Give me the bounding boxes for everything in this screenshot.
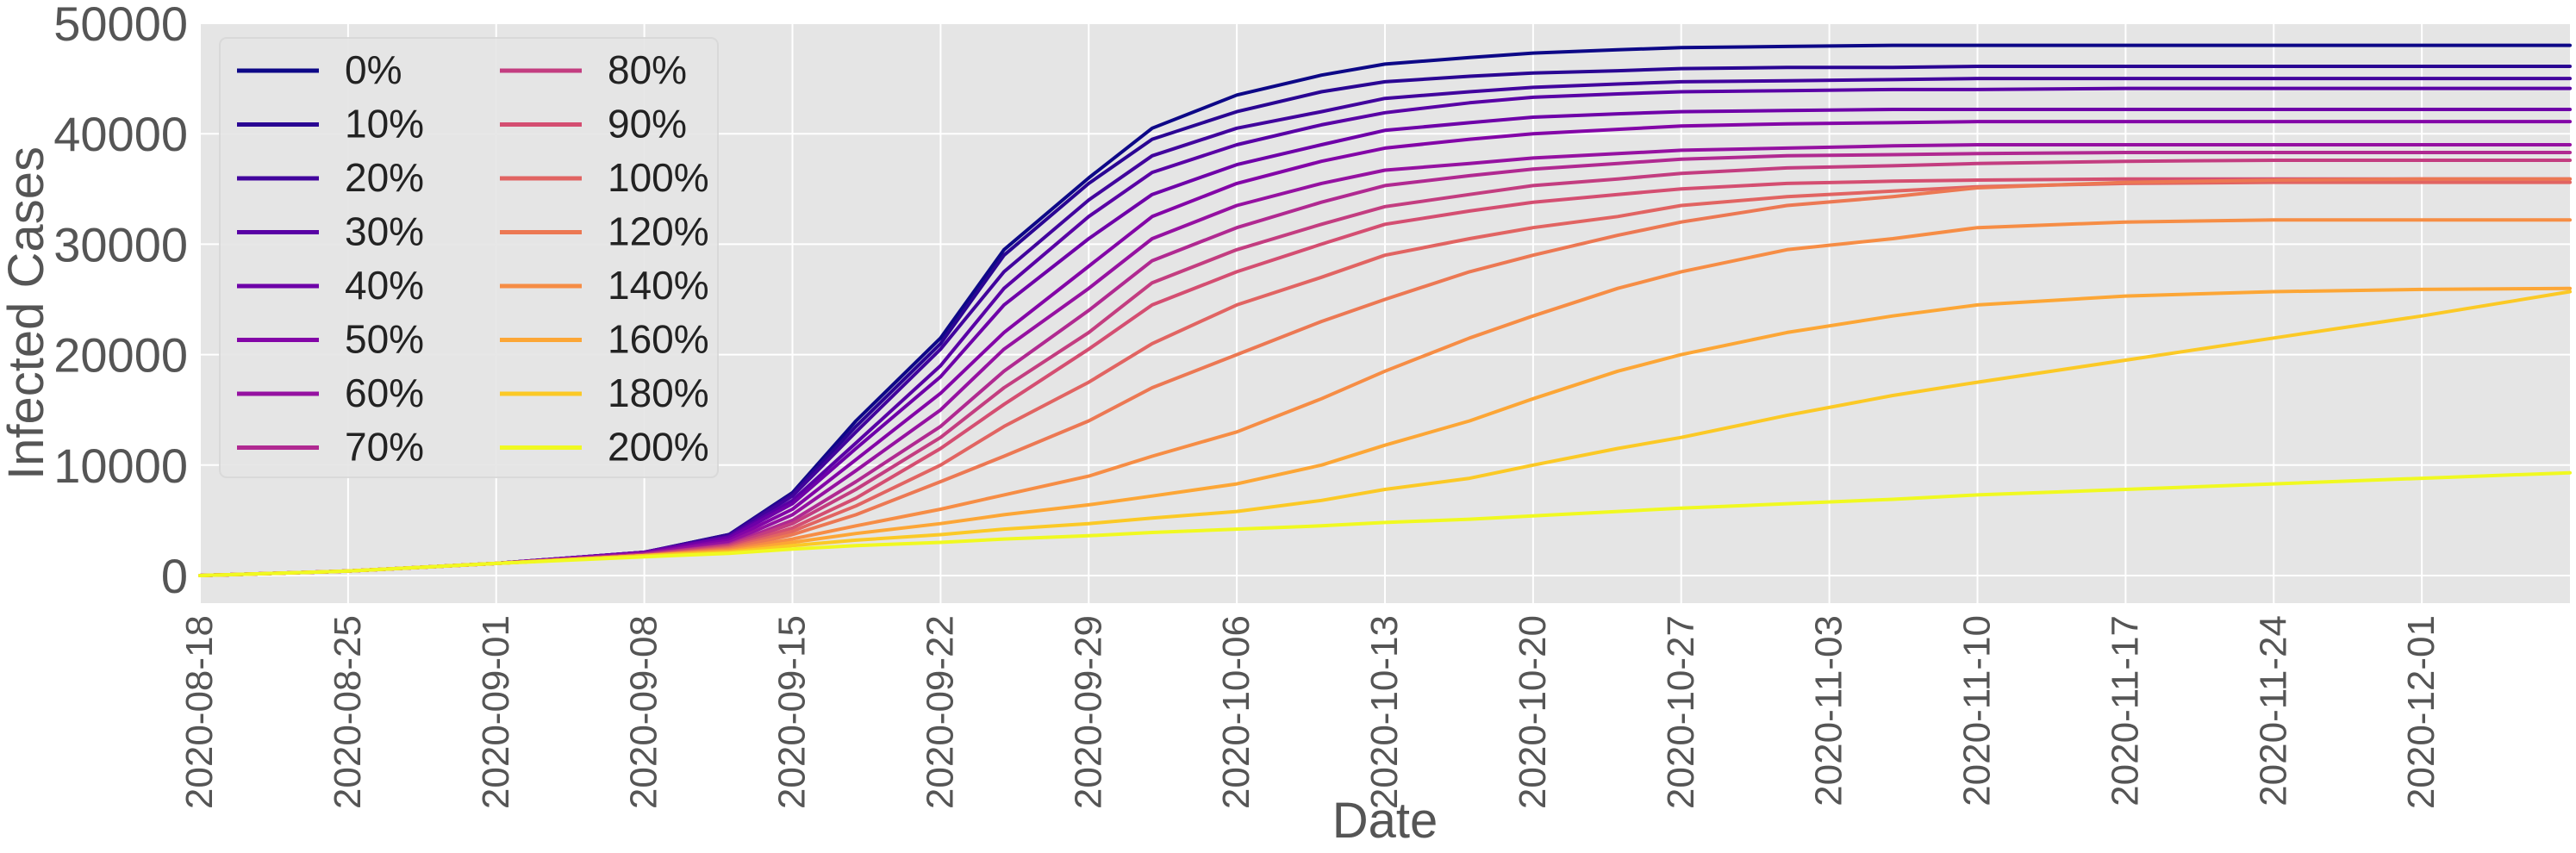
y-tick-label: 0: [161, 549, 188, 603]
x-tick-label: 2020-11-10: [1956, 615, 1999, 806]
x-tick-label: 2020-09-08: [623, 615, 665, 809]
legend-label: 80%: [608, 47, 687, 92]
legend-label: 140%: [608, 263, 709, 308]
legend-label: 120%: [608, 209, 709, 254]
x-tick-label: 2020-09-15: [771, 615, 814, 809]
legend-label: 50%: [345, 317, 424, 362]
x-tick-label: 2020-11-24: [2252, 615, 2294, 806]
y-tick-label: 30000: [53, 217, 188, 271]
x-tick-label: 2020-08-25: [327, 615, 369, 809]
series-line-200pct: [198, 470, 2572, 577]
series-lines: [198, 43, 2572, 577]
x-tick-label: 2020-09-29: [1067, 615, 1109, 809]
x-tick-label: 2020-11-17: [2104, 615, 2146, 806]
y-tick-label: 10000: [53, 439, 188, 493]
legend-label: 30%: [345, 209, 424, 254]
legend-label: 70%: [345, 425, 424, 470]
x-tick-label: 2020-09-22: [919, 615, 961, 809]
x-tick-label: 2020-10-27: [1660, 615, 1702, 809]
series-line-40pct: [198, 108, 2572, 577]
legend-label: 20%: [345, 155, 424, 200]
x-tick-label: 2020-10-06: [1215, 615, 1257, 809]
x-tick-label: 2020-11-03: [1808, 615, 1850, 806]
legend-label: 60%: [345, 370, 424, 415]
x-axis-title: Date: [1332, 793, 1438, 849]
x-tick-label: 2020-08-18: [178, 615, 221, 809]
y-tick-label: 50000: [53, 0, 188, 51]
legend-label: 100%: [608, 155, 709, 200]
x-tick-label: 2020-12-01: [2400, 615, 2442, 809]
x-tick-label: 2020-09-01: [475, 615, 517, 809]
legend-label: 200%: [608, 425, 709, 470]
legend-label: 160%: [608, 317, 709, 362]
legend: 0% 10% 20% 30% 40% 50% 60% 70% 80% 90% 100% 120% 140…: [219, 37, 719, 478]
y-tick-label: 20000: [53, 328, 188, 383]
legend-label: 10%: [345, 102, 424, 146]
y-tick-label: 40000: [53, 107, 188, 161]
x-axis-ticks: 2020-08-18 2020-08-25 2020-09-01 2020-09-08…: [178, 615, 2442, 809]
series-line-50pct: [198, 120, 2572, 577]
y-axis-ticks: 0 10000 20000 30000 40000 50000: [53, 0, 188, 603]
y-axis-title: Infected Cases: [0, 146, 54, 480]
legend-label: 90%: [608, 102, 687, 146]
legend-label: 40%: [345, 263, 424, 308]
x-tick-label: 2020-10-20: [1512, 615, 1554, 809]
legend-label: 0%: [345, 47, 402, 92]
x-tick-label: 2020-10-13: [1363, 615, 1406, 809]
series-line-60pct: [198, 143, 2572, 577]
legend-box: [219, 37, 719, 478]
legend-label: 180%: [608, 370, 709, 415]
